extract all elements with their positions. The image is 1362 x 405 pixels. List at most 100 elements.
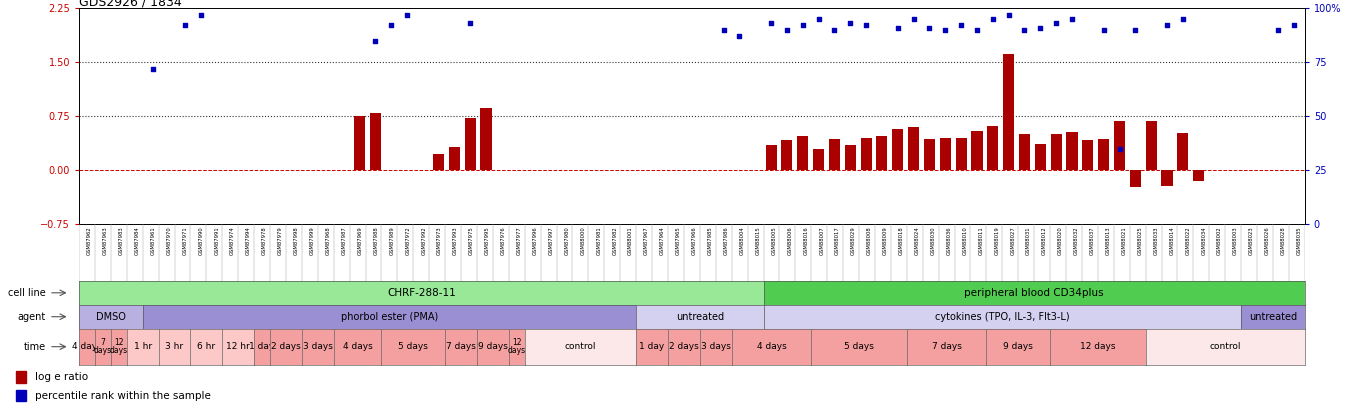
Bar xyxy=(433,154,444,171)
Bar xyxy=(782,140,793,171)
Text: GSM88021: GSM88021 xyxy=(1122,226,1126,255)
Text: GSM87975: GSM87975 xyxy=(469,226,474,255)
Text: GSM88017: GSM88017 xyxy=(835,226,840,255)
Text: GSM88034: GSM88034 xyxy=(1201,226,1207,255)
Bar xyxy=(829,139,840,171)
Text: 9 days: 9 days xyxy=(1004,342,1034,351)
Bar xyxy=(1050,134,1062,171)
Bar xyxy=(861,138,872,171)
Text: 6 hr: 6 hr xyxy=(197,342,215,351)
Text: control: control xyxy=(1209,342,1241,351)
Text: GSM87987: GSM87987 xyxy=(342,226,347,255)
Text: 12
days: 12 days xyxy=(110,338,128,355)
Text: GSM87967: GSM87967 xyxy=(644,226,650,255)
Text: GSM88007: GSM88007 xyxy=(820,226,824,255)
Text: GSM88032: GSM88032 xyxy=(1075,226,1079,255)
Text: peripheral blood CD34plus: peripheral blood CD34plus xyxy=(964,288,1105,298)
Text: GSM88011: GSM88011 xyxy=(978,226,983,255)
Point xyxy=(1030,24,1051,31)
Bar xyxy=(16,371,26,383)
Text: GSM87989: GSM87989 xyxy=(390,226,395,255)
Text: GSM88005: GSM88005 xyxy=(771,226,776,255)
Bar xyxy=(1162,171,1173,186)
Bar xyxy=(464,118,475,171)
Point xyxy=(887,24,908,31)
Text: GSM87970: GSM87970 xyxy=(166,226,172,255)
Bar xyxy=(987,126,998,171)
Point xyxy=(982,16,1004,22)
Bar xyxy=(971,131,982,171)
Text: 2 days: 2 days xyxy=(271,342,301,351)
Bar xyxy=(1098,139,1109,171)
Bar xyxy=(892,129,903,171)
Point xyxy=(951,22,972,29)
Text: time: time xyxy=(23,342,46,352)
Text: GSM87973: GSM87973 xyxy=(437,226,443,255)
Text: GSM88024: GSM88024 xyxy=(915,226,919,255)
Text: 12 days: 12 days xyxy=(1080,342,1115,351)
Text: GSM87962: GSM87962 xyxy=(87,226,93,255)
Bar xyxy=(765,145,776,171)
Text: 9 days: 9 days xyxy=(478,342,508,351)
Text: GSM87993: GSM87993 xyxy=(454,226,458,255)
Point xyxy=(729,33,750,39)
Point xyxy=(364,37,385,44)
Point xyxy=(1013,26,1035,33)
Text: GSM88001: GSM88001 xyxy=(628,226,633,255)
Text: GSM87999: GSM87999 xyxy=(309,226,315,255)
Text: cytokines (TPO, IL-3, Flt3-L): cytokines (TPO, IL-3, Flt3-L) xyxy=(936,312,1069,322)
Text: GSM87992: GSM87992 xyxy=(421,226,426,255)
Bar xyxy=(16,390,26,401)
Text: GSM88031: GSM88031 xyxy=(1026,226,1031,255)
Point xyxy=(998,11,1020,18)
Text: GSM87998: GSM87998 xyxy=(294,226,298,255)
Point xyxy=(855,22,877,29)
Text: untreated: untreated xyxy=(676,312,725,322)
Text: GSM87971: GSM87971 xyxy=(183,226,188,255)
Point xyxy=(1125,26,1147,33)
Point xyxy=(966,26,987,33)
Text: DMSO: DMSO xyxy=(95,312,125,322)
Point xyxy=(1156,22,1178,29)
Text: GSM87977: GSM87977 xyxy=(516,226,522,255)
Text: GSM87985: GSM87985 xyxy=(708,226,712,255)
Text: percentile rank within the sample: percentile rank within the sample xyxy=(35,391,211,401)
Text: 3 days: 3 days xyxy=(701,342,730,351)
Point xyxy=(712,26,734,33)
Text: GSM88006: GSM88006 xyxy=(787,226,793,255)
Text: GSM88022: GSM88022 xyxy=(1185,226,1190,255)
Text: GSM87996: GSM87996 xyxy=(533,226,538,255)
Text: 4 days: 4 days xyxy=(757,342,786,351)
Point xyxy=(1267,26,1288,33)
Text: GSM88009: GSM88009 xyxy=(883,226,888,255)
Text: untreated: untreated xyxy=(1249,312,1297,322)
Text: GDS2926 / 1834: GDS2926 / 1834 xyxy=(79,0,181,8)
Point xyxy=(1109,145,1130,152)
Text: GSM87961: GSM87961 xyxy=(151,226,155,255)
Text: GSM87966: GSM87966 xyxy=(692,226,697,255)
Text: GSM88010: GSM88010 xyxy=(963,226,967,255)
Point xyxy=(459,20,481,26)
Text: GSM87994: GSM87994 xyxy=(247,226,251,255)
Point xyxy=(776,26,798,33)
Bar xyxy=(1019,134,1030,171)
Text: 12 hr: 12 hr xyxy=(226,342,251,351)
Text: 2 days: 2 days xyxy=(669,342,699,351)
Text: GSM87983: GSM87983 xyxy=(118,226,124,255)
Text: 3 days: 3 days xyxy=(302,342,332,351)
Point xyxy=(808,16,829,22)
Bar xyxy=(1002,53,1015,171)
Point xyxy=(918,24,940,31)
Text: GSM88003: GSM88003 xyxy=(1233,226,1238,255)
Text: GSM88028: GSM88028 xyxy=(1280,226,1286,255)
Bar xyxy=(908,127,919,171)
Point xyxy=(791,22,813,29)
Text: GSM87979: GSM87979 xyxy=(278,226,283,255)
Text: GSM88014: GSM88014 xyxy=(1170,226,1174,255)
Text: GSM87965: GSM87965 xyxy=(676,226,681,255)
Text: 7
days: 7 days xyxy=(94,338,112,355)
Text: CHRF-288-11: CHRF-288-11 xyxy=(387,288,456,298)
Text: GSM87976: GSM87976 xyxy=(501,226,505,255)
Text: GSM87997: GSM87997 xyxy=(549,226,553,255)
Text: GSM87988: GSM87988 xyxy=(373,226,379,255)
